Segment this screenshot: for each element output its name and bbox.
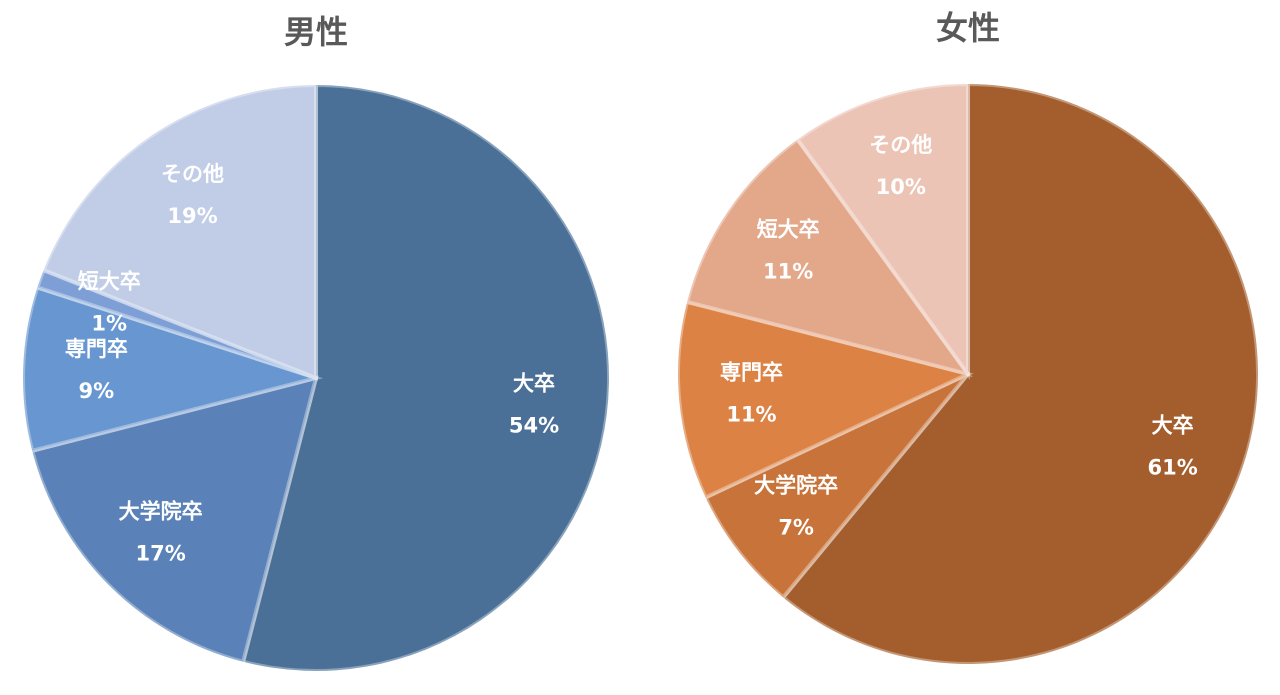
pie-slice: [40, 82, 318, 381]
value-label: 19%: [167, 204, 217, 228]
value-label: 54%: [509, 414, 559, 438]
slice-label: 大卒: [1152, 414, 1194, 438]
pie-slice: [34, 267, 317, 380]
pie-slice: [676, 299, 974, 501]
slice-label: 大学院卒: [754, 473, 838, 497]
chart-title: 男性: [284, 13, 348, 51]
pie-slice: [684, 136, 973, 378]
pie-slice: [702, 372, 970, 601]
slice-label: 大学院卒: [119, 499, 203, 523]
slice-label: その他: [869, 133, 932, 157]
slice-label: 大卒: [513, 372, 555, 396]
pie-slice: [794, 81, 970, 381]
pie-slice: [29, 375, 319, 665]
value-label: 9%: [79, 379, 115, 403]
pie-slice: [21, 284, 324, 454]
chart-title: 女性: [936, 9, 1000, 47]
slice-label: その他: [161, 162, 224, 186]
slice-label: 専門卒: [65, 337, 128, 361]
value-label: 11%: [763, 260, 813, 284]
slice-label: 短大卒: [78, 270, 141, 294]
value-label: 7%: [778, 515, 814, 539]
value-label: 11%: [726, 402, 776, 426]
value-label: 10%: [876, 175, 926, 199]
value-label: 17%: [135, 541, 185, 565]
pie-slice: [240, 82, 611, 673]
value-label: 1%: [91, 312, 127, 336]
slice-label: 短大卒: [757, 218, 820, 242]
slice-label: 専門卒: [720, 360, 783, 384]
value-label: 61%: [1148, 456, 1198, 480]
pie-slice: [780, 81, 1260, 666]
